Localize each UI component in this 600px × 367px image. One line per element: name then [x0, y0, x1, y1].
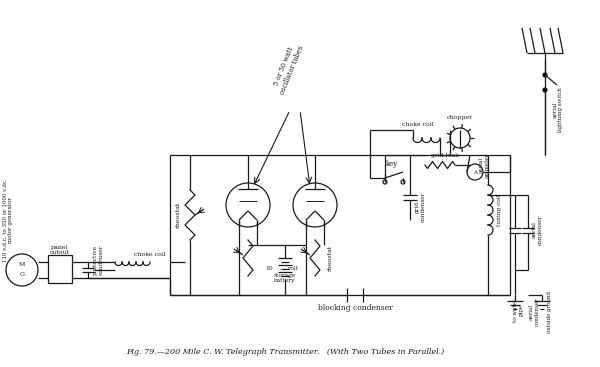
Text: aerial
condenser: aerial condenser — [532, 215, 542, 245]
Text: G: G — [19, 273, 25, 277]
Text: A: A — [473, 170, 477, 174]
Text: Fig. 79.—200 Mile C. W. Telegraph Transmitter.   (With Two Tubes in Parallel.): Fig. 79.—200 Mile C. W. Telegraph Transm… — [126, 348, 444, 356]
Text: choke coil: choke coil — [134, 251, 166, 257]
Text: chopper: chopper — [447, 116, 473, 120]
Text: 10: 10 — [265, 265, 273, 270]
Text: 110 v.d.c. to 350 or 1000 v.dc.
motor generator: 110 v.d.c. to 350 or 1000 v.dc. motor ge… — [2, 178, 13, 262]
Text: grid
condenser: grid condenser — [415, 192, 425, 222]
Text: volt: volt — [287, 265, 298, 270]
Circle shape — [543, 73, 547, 77]
Text: rheostat: rheostat — [176, 202, 181, 228]
Text: choke coil: choke coil — [402, 123, 434, 127]
Text: grid leak: grid leak — [431, 153, 459, 159]
Circle shape — [543, 88, 547, 92]
Text: aerial
lightning switch: aerial lightning switch — [553, 88, 563, 132]
Text: blocking condenser: blocking condenser — [317, 304, 392, 312]
Text: protective
condenser: protective condenser — [92, 245, 103, 275]
Text: storage
battery: storage battery — [274, 273, 296, 283]
Text: aerial
ammeter: aerial ammeter — [479, 152, 490, 178]
Text: 5 or 50 watt
oscillator tubes: 5 or 50 watt oscillator tubes — [270, 41, 306, 95]
Text: key: key — [386, 160, 398, 168]
Bar — [48, 255, 72, 283]
Text: tuning coil: tuning coil — [497, 194, 503, 226]
Text: M: M — [19, 262, 25, 268]
Text: outside ground: outside ground — [548, 291, 553, 333]
Text: to water
pipe: to water pipe — [512, 298, 523, 322]
Text: rheostat: rheostat — [328, 245, 332, 271]
Text: aerial
condenser: aerial condenser — [529, 298, 539, 326]
Text: panel
cutout: panel cutout — [50, 244, 70, 255]
